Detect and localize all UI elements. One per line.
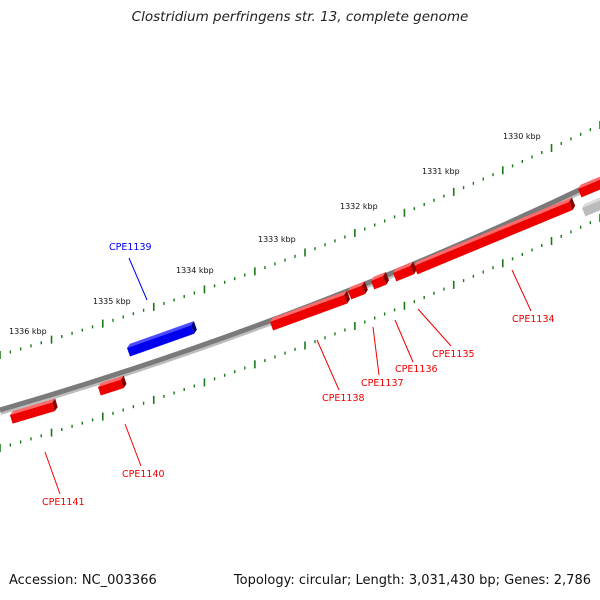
gene-label[interactable]: CPE1140 (122, 469, 165, 480)
kbp-label: 1332 kbp (340, 202, 378, 211)
gene-block-partial[interactable] (577, 173, 600, 198)
callout-line (124, 423, 142, 467)
callout-line (44, 451, 61, 495)
gene-cpe1139[interactable] (126, 321, 198, 357)
gene-cpe1140[interactable] (97, 375, 127, 396)
gene-label[interactable]: CPE1139 (109, 242, 152, 253)
page-title: Clostridium perfringens str. 13, complet… (131, 9, 469, 25)
callout-line (511, 269, 532, 312)
gene-label[interactable]: CPE1136 (395, 364, 438, 375)
gene-cpe1138[interactable] (269, 290, 351, 331)
callout-line (417, 308, 452, 347)
gene-block-partial[interactable] (581, 192, 600, 217)
gene-cpe1134[interactable] (413, 197, 576, 275)
gene-label[interactable]: CPE1141 (42, 497, 85, 508)
callout-line (394, 319, 414, 363)
gene-cpe1137[interactable] (347, 281, 369, 300)
kbp-label: 1333 kbp (258, 235, 296, 244)
gene-cpe1135[interactable] (392, 261, 418, 282)
gene-label[interactable]: CPE1137 (361, 378, 404, 389)
gene-cpe1136[interactable] (370, 271, 390, 290)
kbp-label: 1331 kbp (422, 167, 460, 176)
gene-cpe1141[interactable] (9, 398, 58, 424)
gene-label[interactable]: CPE1135 (432, 349, 475, 360)
gene-label[interactable]: CPE1138 (322, 393, 365, 404)
callout-line (316, 339, 340, 391)
callout-line (128, 257, 148, 301)
kbp-label: 1335 kbp (93, 297, 131, 306)
callout-line (372, 326, 380, 376)
kbp-label: 1336 kbp (9, 327, 47, 336)
kbp-label: 1330 kbp (503, 132, 541, 141)
genome-stats-label: Topology: circular; Length: 3,031,430 bp… (233, 573, 591, 588)
gene-label[interactable]: CPE1134 (512, 314, 555, 325)
kbp-label: 1334 kbp (176, 266, 214, 275)
genome-backbone (0, 177, 600, 413)
accession-label: Accession: NC_003366 (9, 573, 157, 588)
backbone-shadow (0, 178, 600, 415)
